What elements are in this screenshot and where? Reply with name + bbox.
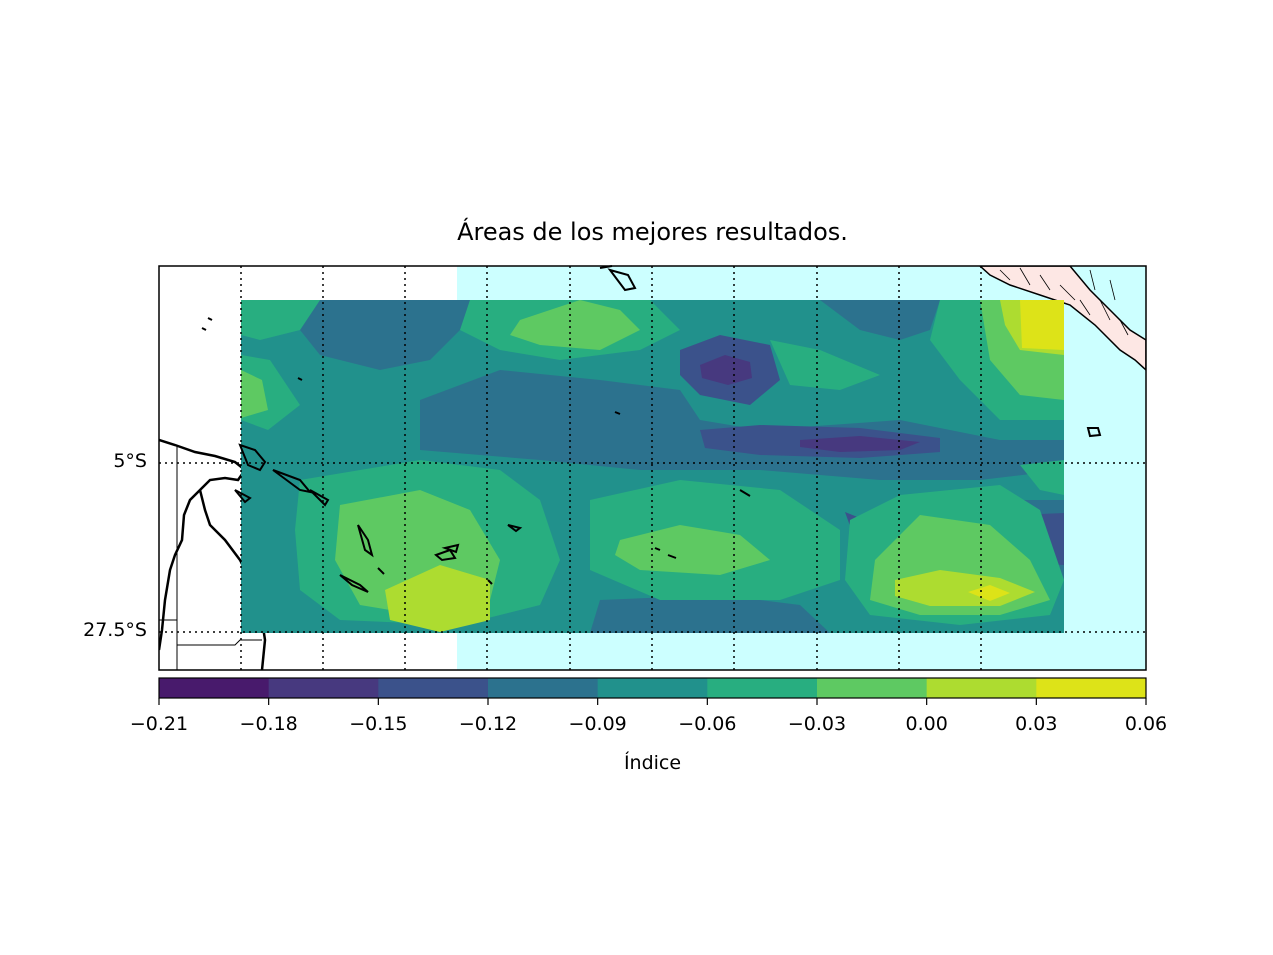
contour-band-neg006 (241, 300, 320, 340)
colorbar-tick-label: −0.18 (239, 713, 298, 735)
contour-band-neg018 (700, 355, 752, 385)
contour-field (241, 300, 1064, 633)
contour-band-neg006 (770, 340, 880, 390)
central-america-land (978, 266, 1146, 372)
contour-band-neg012 (590, 595, 830, 633)
colorbar-ticks (158, 698, 1147, 705)
colorbar-tick-label: −0.15 (349, 713, 408, 735)
colorbar-segment (597, 678, 708, 698)
colorbar-tick-label: −0.09 (568, 713, 627, 735)
colorbar-segment (926, 678, 1037, 698)
colorbar-tick-label: 0.03 (1015, 713, 1058, 735)
colorbar-segment (1036, 678, 1147, 698)
colorbar-tick-label: −0.21 (129, 713, 189, 735)
island-coastlines (201, 265, 1102, 593)
contour-band-neg012 (300, 300, 470, 370)
contour-band-003 (968, 585, 1010, 601)
colorbar-tick-label: −0.12 (458, 713, 518, 735)
colorbar (159, 678, 1147, 698)
central-america-borders (999, 267, 1129, 336)
contour-band-neg018 (800, 436, 920, 452)
colorbar-frame (158, 677, 1147, 699)
colorbar-segment (159, 678, 270, 698)
colorbar-tick-label: −0.06 (678, 713, 737, 735)
contour-band-neg003 (241, 370, 268, 418)
lat-label-27-5s: 27.5°S (83, 619, 147, 641)
colorbar-tick-label: −0.03 (787, 713, 847, 735)
colorbar-segment (817, 678, 928, 698)
colorbar-segment (707, 678, 818, 698)
lat-label-5s: 5°S (113, 450, 147, 472)
contour-band-neg012 (820, 300, 940, 340)
australia-coastline (159, 438, 247, 651)
contour-band-neg003 (615, 525, 770, 575)
contour-band-neg006 (1020, 460, 1064, 495)
contour-band-neg003 (510, 300, 640, 350)
colorbar-segment (488, 678, 599, 698)
colorbar-label: Índice (623, 752, 682, 774)
map-frame (158, 265, 1147, 671)
map-title: Áreas de los mejores resultados. (457, 218, 848, 246)
graticule (159, 266, 1146, 670)
colorbar-segment (268, 678, 379, 698)
colorbar-tick-label: 0.00 (905, 713, 948, 735)
colorbar-segment (378, 678, 489, 698)
state-border-box (159, 619, 178, 670)
colorbar-tick-label: 0.06 (1124, 713, 1168, 735)
contour-band-000 (385, 565, 490, 632)
contour-band-003 (1020, 300, 1064, 350)
